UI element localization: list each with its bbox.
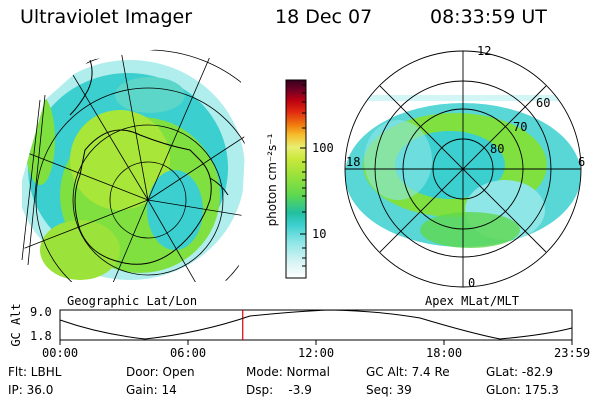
x-tick-1800: 18:00 [426, 346, 463, 360]
info-ip: IP: 36.0 [8, 383, 54, 397]
info-glat: GLat: -82.9 [486, 365, 553, 379]
info-mode: Mode: Normal [246, 365, 330, 379]
colorbar-ticks [300, 84, 306, 267]
mlt-label-18: 18 [346, 155, 361, 169]
info-gain: Gain: 14 [126, 383, 177, 397]
altitude-ytick-1.8: 1.8 [30, 329, 52, 343]
altitude-ylabel: GC Alt [9, 303, 23, 347]
instrument-title: Ultraviolet Imager [20, 6, 193, 28]
info-glon: GLon: 175.3 [486, 383, 559, 397]
lat-label-60: 60 [536, 96, 551, 110]
x-tick-0600: 06:00 [170, 346, 207, 360]
colorbar-label: photon cm⁻²s⁻¹ [265, 133, 279, 227]
x-tick-2359: 23:59 [554, 346, 591, 360]
geographic-caption: Geographic Lat/Lon [67, 294, 198, 308]
mlt-label-0: 0 [468, 276, 476, 290]
x-tick-0000: 00:00 [42, 346, 79, 360]
lat-label-80: 80 [490, 142, 505, 156]
limb-line [21, 99, 41, 261]
apex-caption: Apex MLat/MLT [425, 294, 519, 308]
date-label: 18 Dec 07 [275, 6, 373, 28]
info-filter: Flt: LBHL [8, 365, 62, 379]
info-seq: Seq: 39 [366, 383, 412, 397]
lat-label-70: 70 [513, 120, 528, 134]
x-tick-1200: 12:00 [298, 346, 335, 360]
altitude-plot [59, 309, 573, 345]
mlt-label-12: 12 [477, 44, 492, 58]
altitude-ytick-9: 9.0 [30, 305, 52, 319]
colorbar [285, 79, 307, 279]
limb-line-2 [27, 94, 46, 266]
mlt-label-6: 6 [578, 155, 586, 169]
colorbar-tick-10: 10 [312, 227, 327, 241]
info-door: Door: Open [126, 365, 195, 379]
info-gc-alt: GC Alt: 7.4 Re [366, 365, 450, 379]
info-dsp: Dsp: -3.9 [246, 383, 312, 397]
altitude-curve [59, 309, 573, 340]
colorbar-tick-100: 100 [312, 141, 334, 155]
time-label: 08:33:59 UT [430, 6, 547, 28]
polar-grid [344, 50, 582, 288]
